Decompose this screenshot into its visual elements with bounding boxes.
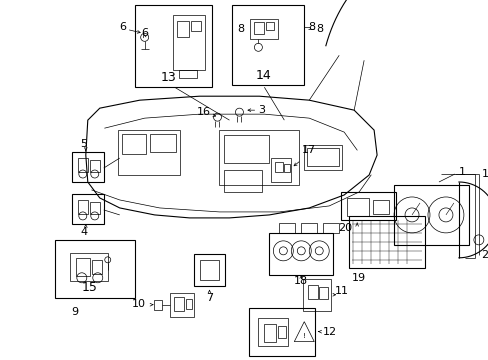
- Bar: [193, 254, 225, 286]
- Bar: [173, 297, 183, 311]
- Text: 10: 10: [131, 299, 145, 309]
- Bar: [199, 260, 219, 280]
- Text: 6: 6: [141, 28, 148, 39]
- Text: !: !: [302, 333, 305, 339]
- Bar: [185, 299, 191, 309]
- Bar: [264, 324, 276, 342]
- Text: 15: 15: [81, 281, 98, 294]
- Bar: [149, 134, 175, 152]
- Bar: [319, 287, 327, 299]
- Text: 1: 1: [481, 169, 488, 179]
- Bar: [269, 233, 332, 275]
- Text: 8: 8: [316, 24, 323, 34]
- Bar: [224, 170, 262, 192]
- Text: 8: 8: [236, 24, 244, 34]
- Text: 6: 6: [119, 22, 126, 32]
- Text: 5: 5: [80, 139, 87, 149]
- Text: 8: 8: [308, 22, 315, 32]
- Text: 17: 17: [302, 145, 316, 155]
- Bar: [90, 160, 100, 172]
- Bar: [323, 223, 339, 233]
- Text: 7: 7: [205, 293, 213, 303]
- Polygon shape: [85, 96, 376, 218]
- Bar: [153, 300, 162, 310]
- Bar: [304, 145, 342, 170]
- Bar: [55, 240, 134, 298]
- Text: 18: 18: [294, 276, 308, 286]
- Bar: [169, 293, 193, 317]
- Bar: [219, 130, 299, 185]
- Bar: [301, 223, 317, 233]
- Bar: [122, 134, 145, 154]
- Bar: [271, 158, 291, 182]
- Text: 2: 2: [480, 250, 487, 260]
- Bar: [275, 162, 283, 172]
- Bar: [172, 15, 204, 70]
- Bar: [178, 70, 196, 78]
- Bar: [249, 308, 315, 356]
- Bar: [393, 185, 468, 245]
- Bar: [307, 285, 318, 299]
- Text: 1: 1: [458, 167, 465, 177]
- Bar: [78, 200, 88, 214]
- Bar: [190, 21, 200, 31]
- Bar: [348, 216, 424, 268]
- Bar: [90, 202, 100, 214]
- Text: 13: 13: [161, 71, 176, 84]
- Bar: [70, 253, 107, 281]
- Text: 16: 16: [196, 107, 210, 117]
- Bar: [232, 5, 304, 85]
- Bar: [341, 192, 395, 220]
- Bar: [258, 318, 288, 346]
- Bar: [250, 19, 278, 39]
- Bar: [224, 135, 269, 163]
- Bar: [346, 198, 368, 216]
- Text: 9: 9: [71, 307, 78, 317]
- Text: 4: 4: [80, 227, 87, 237]
- Bar: [303, 279, 330, 311]
- Bar: [284, 164, 290, 172]
- Text: 12: 12: [323, 327, 337, 337]
- Bar: [78, 158, 88, 172]
- Bar: [266, 22, 274, 30]
- Bar: [72, 194, 103, 224]
- Bar: [176, 21, 188, 37]
- Bar: [92, 260, 102, 274]
- Bar: [372, 200, 388, 214]
- Bar: [306, 148, 339, 166]
- Bar: [254, 22, 264, 34]
- Bar: [76, 258, 90, 276]
- Text: 14: 14: [255, 69, 271, 82]
- Bar: [278, 326, 286, 338]
- Text: 20: 20: [337, 223, 351, 233]
- Text: 11: 11: [334, 286, 348, 296]
- Bar: [72, 152, 103, 182]
- Bar: [134, 5, 212, 87]
- Bar: [279, 223, 295, 233]
- Bar: [118, 130, 179, 175]
- Text: 19: 19: [351, 273, 366, 283]
- Text: 3: 3: [257, 105, 264, 115]
